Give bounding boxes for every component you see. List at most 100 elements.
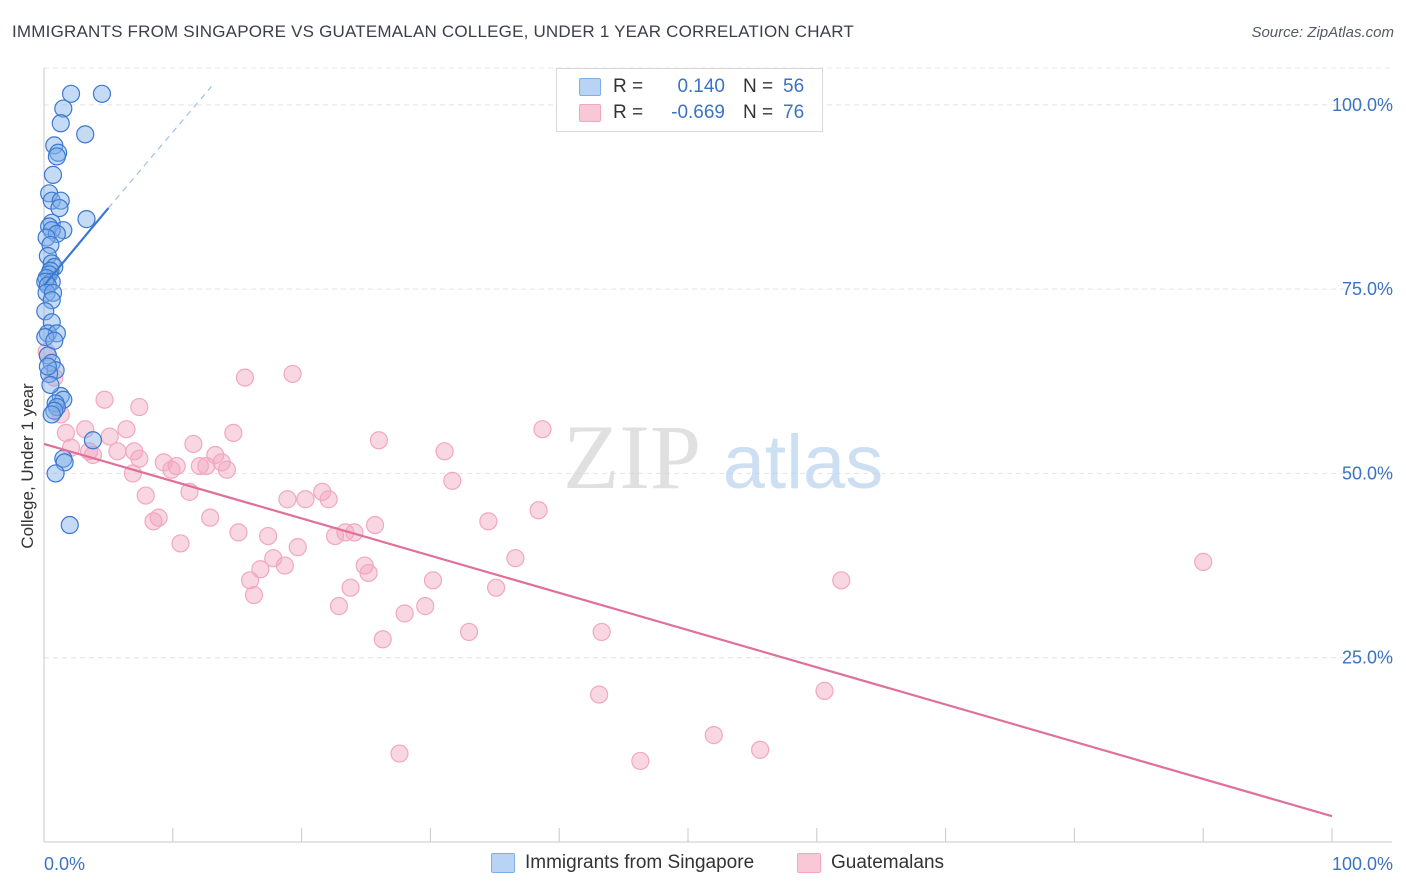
bottom-legend-swatch-pink	[797, 853, 821, 873]
singapore-point	[61, 84, 81, 103]
singapore-point	[76, 125, 95, 144]
singapore-point	[42, 291, 61, 310]
singapore-point	[41, 375, 60, 395]
singapore-point	[46, 464, 65, 483]
guatemalans-point	[592, 622, 611, 642]
guatemalans-point	[479, 512, 498, 531]
bottom-legend-guatemalans: Guatemalans	[797, 852, 944, 874]
watermark-atlas: atlas	[723, 420, 884, 505]
singapore-point	[47, 147, 66, 166]
chart-title: IMMIGRANTS FROM SINGAPORE VS GUATEMALAN …	[12, 22, 855, 41]
guatemalans-point	[283, 364, 302, 384]
guatemalans-point	[832, 571, 851, 590]
guatemalans-point	[235, 368, 255, 387]
guatemalans-point	[206, 445, 225, 465]
guatemalans-point	[201, 508, 220, 527]
series-immigrants-from-singapore	[36, 84, 112, 535]
guatemalans-point	[217, 460, 236, 479]
trend-lines	[43, 86, 1333, 818]
legend-swatch-pink	[579, 104, 601, 122]
guatemalans-point	[224, 423, 243, 442]
bottom-legend-label: Guatemalans	[831, 852, 945, 873]
guatemalans-point	[244, 585, 264, 605]
guatemalans-point	[369, 431, 388, 450]
legend: R = 0.140 N = 56 R = -0.669 N = 76	[556, 68, 823, 132]
guatemalans-point	[435, 442, 454, 461]
guatemalans-point	[704, 726, 723, 745]
guatemalans-point	[590, 685, 609, 704]
singapore-point	[51, 114, 70, 133]
legend-n-value: 56	[783, 76, 805, 97]
guatemalans-point	[486, 578, 506, 597]
singapore-point	[42, 405, 61, 424]
y-tick-label: 75.0%	[1342, 279, 1393, 299]
bottom-legend-label: Immigrants from Singapore	[525, 852, 755, 873]
legend-r-value: -0.669	[671, 102, 725, 123]
y-tick-label: 50.0%	[1342, 463, 1393, 483]
guatemalans-point	[319, 490, 338, 509]
guatemalans-point	[365, 515, 385, 535]
guatemalans-point	[171, 534, 190, 553]
legend-n-value: 76	[783, 102, 805, 123]
singapore-point	[38, 357, 57, 376]
source-label: Source: ZipAtlas.com	[1251, 24, 1394, 41]
guatemalans-point	[341, 578, 360, 597]
x-tick-label-max: 100.0%	[1332, 854, 1393, 874]
guatemalans-point	[373, 630, 392, 649]
x-tick-label-min: 0.0%	[44, 854, 85, 874]
guatemalans-point	[459, 622, 479, 642]
grid-lines	[44, 67, 1392, 659]
watermark: ZIP atlas	[563, 406, 883, 508]
guatemalans-point	[240, 571, 260, 590]
singapore-point	[51, 191, 70, 210]
legend-r-value: 0.140	[677, 76, 725, 97]
y-tick-label: 100.0%	[1332, 95, 1393, 115]
guatemalans-point	[278, 490, 297, 509]
bottom-legend-singapore: Immigrants from Singapore	[491, 852, 754, 874]
guatemalans-point	[184, 434, 203, 454]
singapore-point	[43, 165, 63, 184]
guatemalans-point	[395, 604, 414, 623]
guatemalans-point	[251, 560, 270, 579]
guatemalans-trend-line	[43, 442, 1333, 818]
legend-row-guatemalans: R = -0.669 N = 76	[579, 100, 804, 126]
tick-labels: 25.0% 50.0% 75.0% 100.0% 0.0% 100.0%	[44, 95, 1393, 874]
legend-r-label: R =	[613, 76, 644, 97]
guatemalans-point	[136, 486, 155, 505]
guatemalans-point	[108, 442, 127, 461]
guatemalans-point	[390, 744, 409, 763]
singapore-point	[47, 224, 66, 243]
guatemalans-point	[359, 563, 378, 583]
singapore-point	[50, 198, 69, 218]
guatemalans-point	[423, 571, 443, 590]
guatemalans-point	[167, 456, 186, 476]
y-tick-label: 25.0%	[1342, 648, 1393, 668]
singapore-trend-extension	[107, 86, 212, 209]
guatemalans-point	[815, 681, 834, 700]
guatemalans-point	[95, 390, 114, 409]
singapore-trend-line	[43, 207, 110, 287]
guatemalans-point	[149, 508, 168, 527]
legend-swatch-blue	[579, 78, 601, 96]
singapore-point	[54, 99, 73, 118]
guatemalans-point	[416, 597, 435, 616]
singapore-point	[36, 327, 55, 347]
singapore-point	[83, 431, 103, 450]
legend-r-label: R =	[613, 102, 644, 123]
bottom-legend-swatch-blue	[491, 853, 515, 873]
guatemalans-point	[229, 523, 248, 542]
series-guatemalans	[37, 342, 1213, 771]
watermark-zip: ZIP	[563, 406, 701, 508]
singapore-point	[43, 283, 63, 302]
guatemalans-point	[533, 420, 552, 439]
guatemalans-point	[443, 471, 462, 490]
guatemalans-point	[130, 397, 149, 417]
axes	[43, 68, 1392, 843]
singapore-point	[36, 302, 55, 321]
guatemalans-point	[529, 501, 548, 520]
guatemalans-point	[288, 538, 307, 557]
guatemalans-point	[117, 420, 136, 439]
legend-n-label: N =	[743, 102, 774, 123]
guatemalans-point	[1194, 552, 1213, 571]
